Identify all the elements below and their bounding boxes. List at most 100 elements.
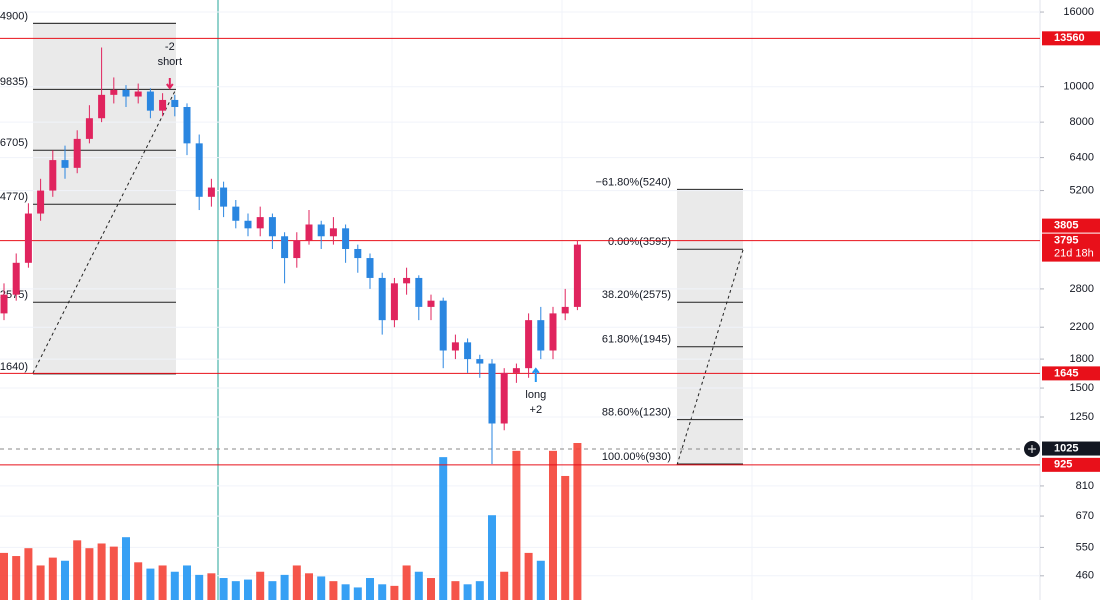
volume-bar: [475, 581, 484, 600]
y-tick-label: 8000: [1070, 116, 1094, 128]
y-tick-label: 810: [1076, 480, 1094, 492]
volume-bar: [146, 568, 155, 600]
candle-body: [293, 240, 301, 259]
candle-body: [317, 224, 325, 237]
candle-body: [390, 283, 398, 321]
price-tag: [1042, 366, 1100, 381]
annotation: -2: [165, 41, 175, 53]
candle-body: [49, 160, 57, 191]
fib-label: −61.80%(5240): [595, 176, 671, 188]
price-tag-label: 3795: [1054, 235, 1078, 247]
level-label: 9835): [0, 76, 28, 88]
candle-body: [268, 217, 276, 237]
volume-bar: [109, 546, 118, 600]
volume-bar: [280, 574, 289, 600]
y-tick-label: 5200: [1070, 184, 1094, 196]
price-tag: [1042, 457, 1100, 472]
price-tag-label: 3805: [1054, 220, 1078, 232]
candle-body: [134, 91, 142, 97]
candle-body: [73, 138, 81, 168]
candle-body: [220, 187, 228, 207]
fib-label: 100.00%(930): [602, 451, 671, 463]
countdown: 21d 18h: [1054, 248, 1094, 260]
volume-bar: [244, 579, 252, 600]
price-tag: [1042, 218, 1100, 233]
volume-bar: [329, 581, 338, 600]
y-tick-label: 670: [1076, 510, 1094, 522]
candle-body: [354, 248, 362, 259]
volume-bar: [378, 584, 387, 600]
annotation: short: [158, 56, 182, 68]
volume-bar: [12, 556, 21, 600]
y-tick-label: 2800: [1070, 283, 1094, 295]
volume-bar: [524, 552, 533, 600]
candle-body: [37, 190, 45, 214]
volume-bar: [512, 450, 521, 600]
candle-body: [61, 160, 69, 168]
candle-body: [146, 91, 154, 111]
candle-body: [427, 300, 435, 307]
volume-bar: [122, 537, 130, 600]
volume-bar: [561, 475, 570, 600]
y-tick-label: 1250: [1070, 411, 1094, 423]
price-tag-label: 1025: [1054, 442, 1078, 454]
volume-bar: [207, 573, 216, 600]
candle-body: [85, 118, 93, 139]
volume-bar: [36, 565, 45, 600]
volume-bar: [402, 565, 411, 600]
candle-body: [24, 213, 32, 263]
volume-bar: [573, 443, 582, 600]
level-label: 4770): [0, 191, 28, 203]
volume-bar: [488, 515, 496, 600]
volume-bar: [500, 571, 509, 600]
price-tag-label: 13560: [1054, 32, 1085, 44]
volume-bar: [170, 571, 179, 600]
volume-bar: [158, 565, 167, 600]
volume-bar: [73, 540, 82, 600]
y-tick-label: 6400: [1070, 151, 1094, 163]
candle-body: [415, 277, 423, 307]
price-tag: [1042, 31, 1100, 46]
candle-body: [110, 89, 118, 95]
candle-body: [500, 372, 508, 424]
fib-label: 0.00%(3595): [608, 236, 671, 248]
volume-bar: [549, 450, 557, 600]
y-tick-label: 1800: [1070, 353, 1094, 365]
y-tick-label: 10000: [1063, 81, 1094, 93]
level-label: 4900): [0, 10, 28, 22]
volume-bar: [390, 585, 399, 600]
candle-body: [159, 99, 167, 111]
candle-body: [476, 359, 484, 364]
volume-bar: [366, 578, 374, 600]
crosshair-button[interactable]: [1024, 441, 1040, 457]
annotation-arrow: [166, 78, 174, 90]
price-tag-label: 1645: [1054, 367, 1078, 379]
fib-label: 61.80%(1945): [602, 334, 671, 346]
candle-body: [256, 217, 264, 229]
y-tick-label: 460: [1076, 570, 1094, 582]
volume-bar: [134, 562, 143, 600]
level-label: 6705): [0, 137, 28, 149]
volume-bar: [451, 581, 460, 600]
y-tick-label: 1500: [1070, 382, 1094, 394]
volume-bar: [97, 543, 106, 600]
volume-bar: [536, 560, 545, 600]
candle-body: [512, 368, 520, 373]
volume-bar: [183, 565, 191, 600]
candle-body: [439, 300, 447, 351]
volume-bar: [268, 581, 277, 600]
candle-body: [0, 294, 8, 314]
volume-bar: [427, 578, 435, 600]
volume-bar: [353, 587, 362, 600]
candle-body: [329, 228, 337, 237]
fib-label: 38.20%(2575): [602, 289, 671, 301]
volume-bar: [219, 578, 228, 600]
y-tick-label: 16000: [1063, 6, 1094, 18]
candle-body: [549, 313, 557, 351]
candle-body: [451, 342, 459, 351]
candle-body: [281, 236, 289, 259]
candle-body: [561, 306, 569, 314]
volume-bar: [463, 584, 472, 600]
candle-body: [232, 206, 240, 221]
volume-bar: [292, 565, 301, 600]
